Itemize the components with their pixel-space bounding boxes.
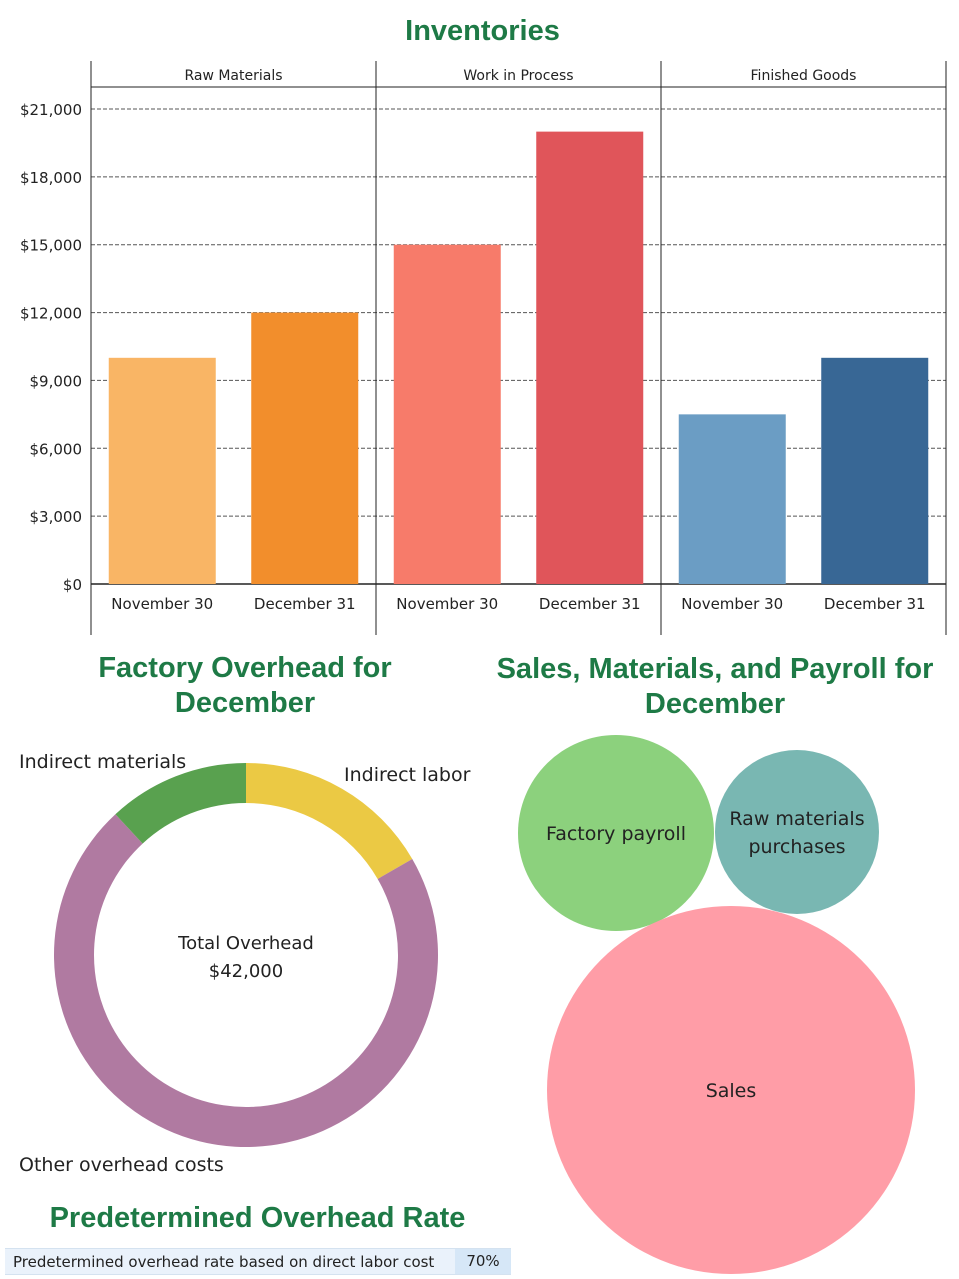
bubble [715,750,879,914]
sales-materials-payroll-bubble-chart: Factory payroll Raw materials purchases Sal… [518,735,915,1274]
bubble-label: purchases [748,836,845,858]
y-tick-label: $18,000 [20,169,82,187]
inventories-bar-chart: $0 $3,000 $6,000 $9,000 $12,000 $15,000 $18,00… [20,61,947,635]
panel-label: Work in Process [463,68,573,84]
bubble-label: Sales [706,1080,757,1102]
y-tick-label: $15,000 [20,237,82,255]
sales-materials-payroll-title-line1: Sales, Materials, and Payroll for [496,653,934,685]
overhead-rate-value: 70% [455,1249,511,1274]
bubble-label: Factory payroll [546,823,686,845]
slice-label: Indirect materials [19,751,186,773]
sales-materials-payroll-title: Sales, Materials, and Payroll for Decemb… [480,652,950,722]
bubble-label: Raw materials [729,808,864,830]
bar [251,312,359,584]
y-tick-label: $6,000 [30,440,83,458]
x-tick-label: December 31 [824,595,926,613]
bar [393,244,501,584]
x-tick-label: December 31 [539,595,641,613]
factory-overhead-title-line2: December [174,687,316,719]
donut-center-value: $42,000 [209,961,283,982]
x-tick-label: November 30 [111,595,213,613]
panel-label: Raw Materials [184,68,282,84]
bubble [547,906,915,1274]
x-tick-label: November 30 [396,595,498,613]
donut-slice [115,763,247,844]
panel-label: Finished Goods [751,68,857,84]
donut-slice [54,814,439,1147]
factory-overhead-donut-chart: Indirect labor Other overhead costs Indire… [19,751,471,1176]
y-tick-label: $9,000 [30,372,83,390]
slice-label: Indirect labor [344,764,471,786]
overhead-rate-label: Predetermined overhead rate based on dir… [13,1253,435,1271]
donut-slice [246,763,413,879]
factory-overhead-title-line1: Factory Overhead for [98,652,392,684]
donut-center-label: Total Overhead [177,933,314,954]
factory-overhead-title: Factory Overhead for December [40,651,450,721]
slice-label: Other overhead costs [19,1154,224,1176]
bubble [518,735,714,931]
bar [108,357,216,584]
inventories-title: Inventories [405,15,560,47]
x-tick-label: December 31 [254,595,356,613]
y-tick-label: $3,000 [30,508,83,526]
bar [536,131,644,584]
sales-materials-payroll-title-line2: December [644,688,786,720]
overhead-rate-row: Predetermined overhead rate based on dir… [5,1248,511,1275]
y-tick-label: $12,000 [20,305,82,323]
y-tick-label: $0 [63,576,82,594]
bar [678,414,786,584]
y-tick-label: $21,000 [20,101,82,119]
predetermined-overhead-rate-title: Predetermined Overhead Rate [49,1202,466,1234]
bar [821,357,929,584]
x-tick-label: November 30 [681,595,783,613]
